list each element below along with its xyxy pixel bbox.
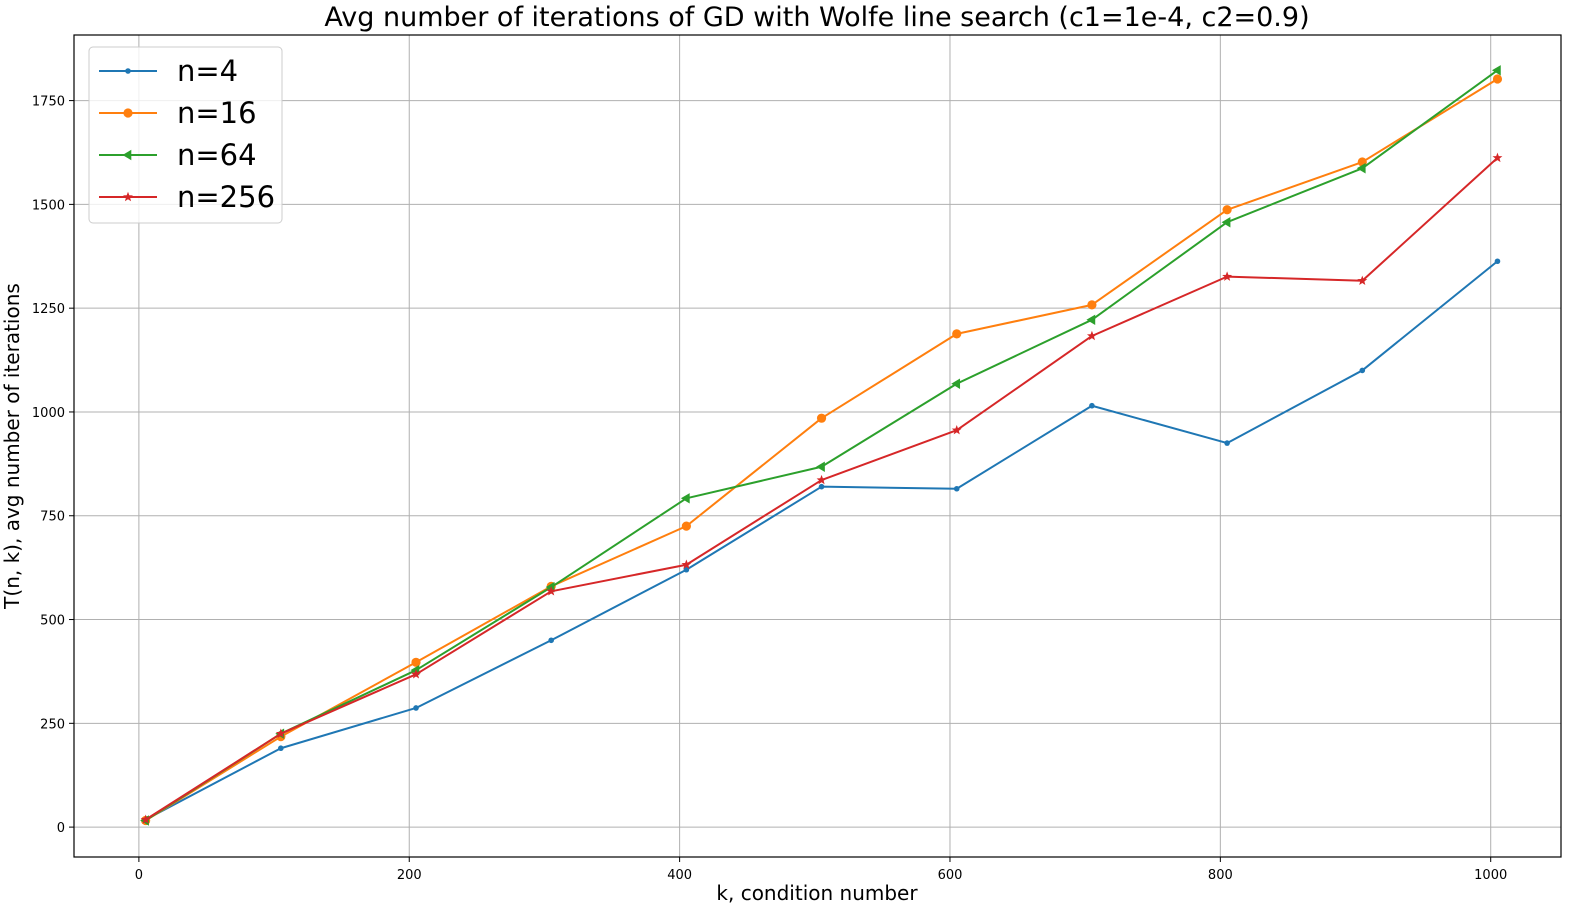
data-series <box>140 65 1503 826</box>
axis-ticks: 0 200 400 600 800 1000 0 250 500 750 1000 1250 1500 1… <box>32 95 1507 883</box>
y-axis-label: T(n, k), avg number of iterations <box>0 283 24 610</box>
series-n=16 <box>141 74 1503 826</box>
series-line <box>145 78 1498 822</box>
data-point <box>816 413 827 423</box>
data-point <box>411 657 421 667</box>
grid <box>74 35 1561 857</box>
data-point <box>1356 163 1366 174</box>
data-point <box>1494 258 1501 265</box>
data-point <box>411 669 421 679</box>
legend: n=4 n=16 n=64 n=256 <box>88 46 283 224</box>
data-point <box>1492 152 1503 163</box>
legend-entry: n=4 <box>99 54 238 88</box>
series-n=4 <box>142 258 1501 823</box>
legend-marker <box>123 191 133 202</box>
data-point <box>953 485 960 492</box>
y-tick-label: 750 <box>40 510 65 525</box>
legend-marker <box>125 68 131 74</box>
data-point <box>1492 74 1503 84</box>
data-point <box>1491 65 1501 76</box>
series-line <box>145 69 1499 822</box>
legend-marker <box>122 149 132 161</box>
x-tick-label: 600 <box>938 868 963 883</box>
data-point <box>546 586 557 596</box>
data-point <box>278 745 284 752</box>
legend-label: n=4 <box>177 54 238 88</box>
series-line <box>145 260 1499 821</box>
data-point <box>951 425 962 435</box>
legend-label: n=16 <box>177 96 257 130</box>
x-tick-label: 200 <box>397 868 422 883</box>
data-point <box>1221 217 1231 228</box>
legend-entry: n=256 <box>99 180 275 214</box>
y-tick-label: 500 <box>40 614 65 629</box>
data-point <box>275 728 286 738</box>
legend-entry: n=64 <box>99 138 257 172</box>
plot-area-frame <box>73 34 1562 858</box>
data-point <box>1086 330 1097 341</box>
legend-label: n=64 <box>177 138 257 172</box>
x-tick-label: 1000 <box>1474 868 1507 883</box>
y-tick-label: 0 <box>57 821 65 836</box>
y-tick-label: 1000 <box>32 406 65 421</box>
data-point <box>816 461 825 472</box>
data-point <box>1224 440 1230 446</box>
data-point <box>1222 205 1232 215</box>
data-point <box>140 814 151 824</box>
data-point <box>818 483 825 490</box>
legend-marker <box>123 108 133 118</box>
legend-label: n=256 <box>177 180 275 214</box>
data-point <box>413 705 419 711</box>
legend-box <box>88 46 283 224</box>
series-n=64 <box>140 65 1501 826</box>
data-point <box>816 474 827 485</box>
data-point <box>683 566 690 573</box>
data-point <box>681 521 691 531</box>
data-point <box>951 378 961 389</box>
data-point <box>952 329 962 339</box>
y-tick-label: 1500 <box>32 198 65 213</box>
legend-entry: n=16 <box>99 96 257 130</box>
data-point <box>1357 275 1368 285</box>
chart-title: Avg number of iterations of GD with Wolf… <box>324 2 1309 33</box>
x-tick-label: 400 <box>667 868 692 883</box>
y-tick-label: 1750 <box>32 95 65 110</box>
y-tick-label: 1250 <box>32 302 65 317</box>
data-point <box>1222 271 1233 281</box>
data-point <box>680 493 690 504</box>
data-point <box>1359 367 1366 374</box>
x-axis-label: k, condition number <box>716 881 918 905</box>
series-n=256 <box>140 152 1503 824</box>
x-tick-label: 0 <box>135 868 143 883</box>
data-point <box>1087 300 1097 310</box>
data-point <box>1086 314 1096 326</box>
data-point <box>1089 402 1095 409</box>
x-tick-label: 800 <box>1208 868 1233 883</box>
y-tick-label: 250 <box>40 717 65 732</box>
data-point <box>681 559 692 569</box>
data-point <box>548 637 554 644</box>
